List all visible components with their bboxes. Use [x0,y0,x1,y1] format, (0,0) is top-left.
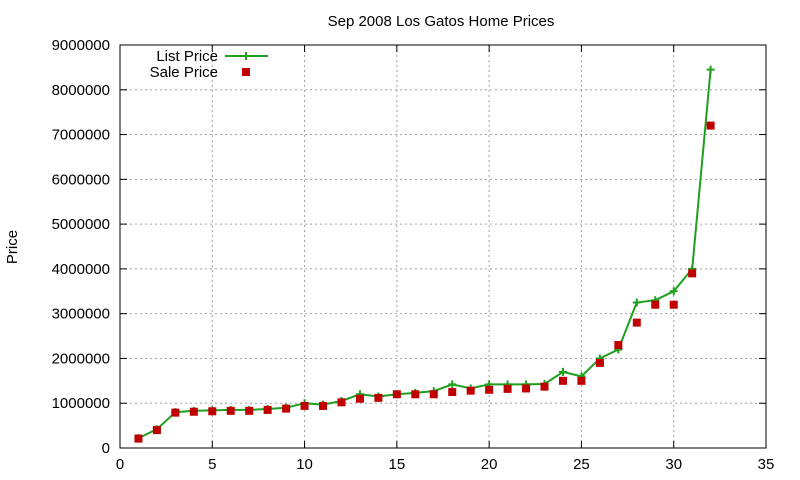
plot-frame [119,44,767,449]
data-point [448,380,457,389]
y-tick-label: 4000000 [52,261,110,278]
x-tick-label: 35 [758,456,775,473]
series-sale-price [134,121,715,443]
data-point [245,406,254,415]
data-point [577,376,586,385]
data-point [614,341,623,350]
data-point [706,65,715,74]
data-point [429,390,438,399]
data-point [448,388,457,397]
chart-title: Sep 2008 Los Gatos Home Prices [328,13,555,30]
x-tick-label: 20 [481,456,498,473]
data-point [503,384,512,393]
y-tick-label: 3000000 [52,306,110,323]
data-point [263,405,272,414]
y-tick-label: 2000000 [52,350,110,367]
y-tick-label: 5000000 [52,216,110,233]
legend-marker-list-price [242,52,250,60]
data-point [595,358,604,367]
x-tick-label: 15 [389,456,406,473]
data-point [558,376,567,385]
data-point [632,298,641,307]
data-point [688,269,697,278]
series-layer [134,65,715,443]
data-point [134,434,143,443]
data-point [632,318,641,327]
x-tick-label: 10 [296,456,313,473]
series-line [138,69,712,440]
data-point [226,406,235,415]
data-point [651,300,660,309]
x-tick-label: 0 [116,456,124,473]
legend-label-sale-price: Sale Price [150,64,218,81]
y-tick-label: 0 [102,440,110,457]
data-point [411,390,420,399]
y-tick-label: 9000000 [52,37,110,54]
y-tick-label: 7000000 [52,127,110,144]
y-tick-label: 8000000 [52,82,110,99]
data-point [522,384,531,393]
legend-marker-sale-price [242,68,250,76]
data-point [300,401,309,410]
y-tick-label: 6000000 [52,171,110,188]
data-point [152,426,161,435]
data-point [485,385,494,394]
data-point [669,287,678,296]
data-point [208,407,217,416]
data-point [558,367,567,376]
y-tick-label: 1000000 [52,395,110,412]
ticks: 0 1000000 2000000 3000000 4000000 5000000 6000… [52,37,775,473]
data-point [669,300,678,309]
series-list-price [134,65,715,443]
data-point [374,393,383,402]
data-point [171,408,180,417]
data-point [392,390,401,399]
data-point [319,401,328,410]
data-point [540,382,549,391]
legend-label-list-price: List Price [156,48,218,65]
data-point [706,121,715,130]
data-point [282,404,291,413]
x-tick-label: 25 [573,456,590,473]
data-point [355,394,364,403]
x-tick-label: 5 [208,456,216,473]
legend: List Price Sale Price [150,48,268,81]
data-point [337,398,346,407]
y-axis-label: Price [4,230,21,264]
x-tick-label: 30 [665,456,682,473]
data-point [189,407,198,416]
data-point [466,386,475,395]
